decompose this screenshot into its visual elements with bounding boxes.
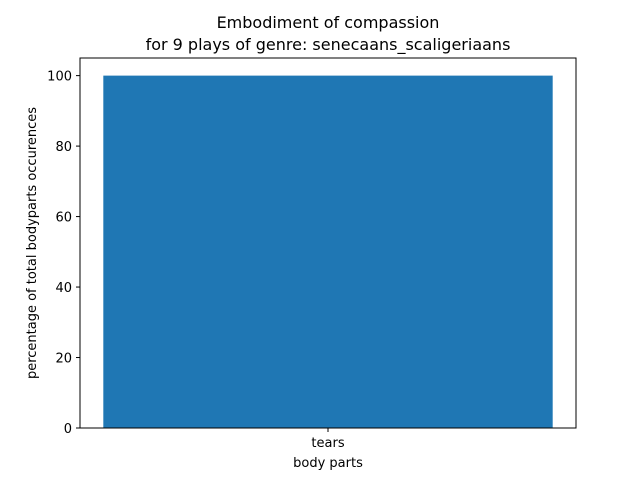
y-tick-label: 80	[55, 140, 72, 155]
y-tick-label: 0	[64, 422, 72, 437]
chart-title-line-1: Embodiment of compassion	[217, 13, 440, 32]
y-tick-label: 100	[47, 70, 72, 85]
y-axis-label: percentage of total bodyparts occurences	[25, 107, 40, 379]
y-tick-label: 40	[55, 281, 72, 296]
y-axis: 0 20 40 60 80 100	[47, 70, 80, 437]
x-tick-label: tears	[311, 436, 344, 451]
plot-area-frame	[79, 57, 577, 429]
x-axis-label: body parts	[293, 456, 363, 471]
bars-group	[103, 75, 553, 428]
x-axis: tears	[311, 428, 345, 451]
chart-title-line-2: for 9 plays of genre: senecaans_scaliger…	[146, 35, 511, 55]
y-tick-label: 60	[55, 211, 72, 226]
y-tick-label: 20	[55, 352, 72, 367]
bar-tears	[103, 75, 553, 428]
